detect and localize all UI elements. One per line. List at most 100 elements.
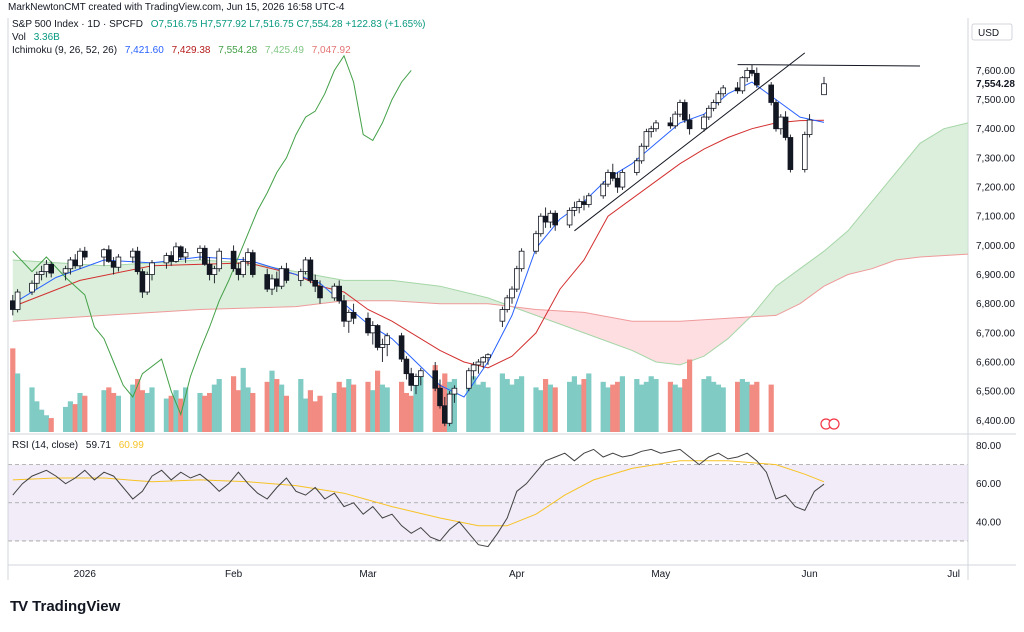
chart-credit: MarkNewtonCMT created with TradingView.c…: [8, 2, 345, 13]
candle-body-48: [341, 300, 347, 322]
candle-body-85: [586, 195, 592, 205]
volume-bar-110: [754, 381, 760, 432]
volume-bar-15: [115, 395, 121, 432]
candle-body-105: [720, 87, 726, 95]
candle-body-41: [297, 271, 304, 281]
candle-body-26: [197, 247, 203, 254]
ichimoku-label[interactable]: Ichimoku (9, 26, 52, 26): [12, 45, 118, 56]
volume-bar-74: [514, 379, 520, 432]
ichimoku-value-4: 7,425.49: [265, 45, 304, 56]
volume-bar-5: [43, 415, 49, 432]
candle-body-95: [653, 122, 659, 130]
candle-body-25: [182, 252, 189, 258]
volume-bar-105: [720, 387, 726, 432]
candle-body-107: [739, 77, 746, 92]
candle-body-28: [206, 263, 213, 275]
tradingview-brand[interactable]: TV TradingView: [10, 598, 120, 615]
volume-bar-30: [216, 379, 222, 432]
rsi-value: 59.71: [85, 440, 111, 451]
candle-body-83: [576, 201, 582, 208]
volume-bar-75: [519, 376, 525, 432]
trendline-1: [737, 64, 921, 67]
legend-volume-row: Vol 3.36B: [12, 32, 65, 43]
legend-rsi-row: RSI (14, close) 59.71 60.99: [12, 440, 149, 451]
candle-body-22: [168, 255, 175, 262]
volume-bar-87: [605, 387, 611, 432]
candle-body-31: [230, 250, 237, 270]
volume-bar-45: [317, 395, 323, 432]
candle-body-55: [384, 335, 390, 345]
price-tick-label-0: 7,600.00: [976, 66, 1015, 77]
cloud-segment-2: [749, 122, 968, 318]
volume-bar-69: [480, 381, 486, 432]
candle-body-62: [437, 387, 443, 407]
candle-body-112: [773, 102, 779, 130]
volume-bar-2: [29, 387, 35, 432]
candle-body-4: [38, 271, 45, 275]
candle-body-30: [216, 250, 223, 270]
cloud-segment-1: [512, 306, 750, 365]
candle-body-60: [417, 370, 424, 377]
candle-body-65: [451, 387, 458, 395]
candle-body-118: [821, 83, 827, 96]
volume-bar-35: [250, 392, 256, 432]
volume-bar-38: [274, 379, 280, 432]
candle-body-109: [749, 70, 755, 74]
volume-bar-46: [331, 392, 337, 432]
volume-bar-60: [418, 376, 424, 432]
candle-body-6: [48, 263, 54, 274]
candle-body-104: [715, 93, 722, 103]
candle-body-116: [802, 134, 808, 170]
volume-bar-19: [144, 392, 150, 432]
candle-body-79: [547, 212, 554, 223]
volume-bar-55: [384, 387, 390, 432]
candle-body-57: [403, 358, 410, 375]
rsi-label[interactable]: RSI (14, close): [12, 440, 79, 451]
candle-body-37: [269, 278, 275, 290]
volume-bar-57: [403, 392, 409, 432]
candle-body-115: [787, 137, 794, 170]
ichimoku-value-5: 7,047.92: [311, 45, 351, 56]
candle-body-36: [264, 274, 270, 290]
candle-body-19: [144, 274, 151, 293]
candle-body-1: [14, 291, 21, 310]
volume-bar-86: [600, 381, 606, 432]
volume-bar-73: [509, 384, 515, 432]
volume-bar-32: [235, 390, 241, 432]
candle-body-89: [614, 177, 621, 188]
volume-bar-40: [283, 395, 289, 432]
candle-body-75: [518, 250, 525, 270]
volume-bar-25: [183, 387, 189, 432]
candle-body-80: [552, 212, 558, 226]
candle-body-45: [317, 285, 323, 299]
candle-body-71: [499, 309, 506, 322]
volume-bar-51: [365, 381, 371, 432]
volume-bar-70: [485, 387, 491, 432]
candle-body-77: [538, 215, 544, 235]
volume-label[interactable]: Vol: [12, 32, 26, 43]
candle-body-114: [782, 116, 789, 138]
trendline-0: [574, 52, 806, 232]
candle-body-3: [34, 274, 40, 284]
candle-body-33: [240, 261, 247, 275]
volume-bar-31: [231, 376, 237, 432]
volume-bar-101: [701, 379, 707, 432]
symbol-label[interactable]: S&P 500 Index · 1D · SPCFD: [12, 19, 143, 30]
time-tick-label-1: Feb: [225, 569, 243, 580]
volume-bar-76: [533, 387, 539, 432]
candle-body-74: [514, 268, 520, 290]
candle-body-21: [163, 255, 170, 264]
currency-box: [971, 23, 1013, 41]
candle-body-43: [307, 259, 314, 281]
candle-body-9: [72, 259, 79, 267]
volume-bar-85: [586, 373, 592, 432]
candle-body-49: [345, 312, 352, 322]
volume-bar-49: [346, 379, 352, 432]
candle-body-2: [29, 282, 35, 293]
candle-body-32: [235, 268, 242, 275]
candle-body-103: [710, 102, 717, 109]
candle-body-90: [619, 172, 626, 188]
price-tick-label-11: 6,500.00: [976, 387, 1015, 398]
